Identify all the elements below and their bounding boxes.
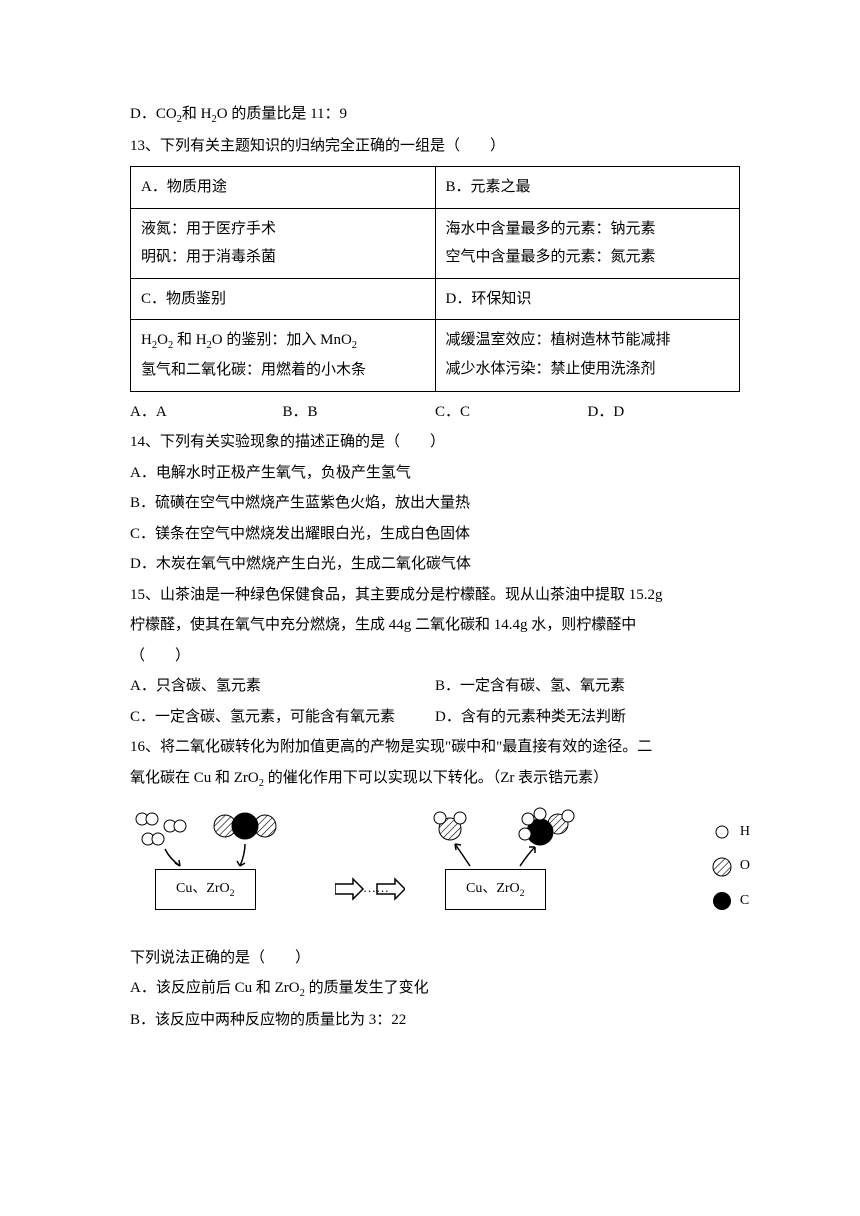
cell-b-body-1: 海水中含量最多的元素：钠元素 bbox=[446, 215, 730, 244]
q13-options: A．A B．B C．C D．D bbox=[130, 398, 740, 427]
catalyst-box-left: Cu、ZrO2 bbox=[155, 869, 256, 910]
cell-a-body-1: 液氮：用于医疗手术 bbox=[141, 215, 425, 244]
cell-d-body-2: 减少水体污染：禁止使用洗涤剂 bbox=[446, 355, 730, 384]
q16-stem-2: 氧化碳在 Cu 和 ZrO2 的催化作用下可以实现以下转化。（Zr 表示锆元素） bbox=[130, 764, 740, 794]
q15-stem-3: （ ） bbox=[130, 642, 740, 671]
q15-a: A．只含碳、氢元素 bbox=[130, 672, 435, 701]
q16-b: B．该反应中两种反应物的质量比为 3：22 bbox=[130, 1006, 740, 1035]
q13-opt-d: D．D bbox=[588, 398, 741, 427]
q13-stem: 13、下列有关主题知识的归纳完全正确的一组是（ ） bbox=[130, 132, 740, 161]
q13-table: A．物质用途 B．元素之最 液氮：用于医疗手术 明矾：用于消毒杀菌 海水中含量最… bbox=[130, 166, 740, 391]
q12-option-d: D．CO2和 H2O 的质量比是 11：9 bbox=[130, 100, 740, 130]
cell-c-body-1: H2O2 和 H2O 的鉴别：加入 MnO2 bbox=[141, 326, 425, 356]
arrow-dots: …… bbox=[363, 876, 389, 901]
legend-o-label: O bbox=[740, 853, 750, 880]
cell-c-body-2: 氢气和二氧化碳：用燃着的小木条 bbox=[141, 356, 425, 385]
q16-stem-1: 16、将二氧化碳转化为附加值更高的产物是实现"碳中和"最直接有效的途径。二 bbox=[130, 733, 740, 762]
cell-d-body-1: 减缓温室效应：植树造林节能减排 bbox=[446, 326, 730, 355]
q14-c: C．镁条在空气中燃烧发出耀眼白光，生成白色固体 bbox=[130, 520, 740, 549]
q14-a: A．电解水时正极产生氧气，负极产生氢气 bbox=[130, 459, 740, 488]
q13-opt-c: C．C bbox=[435, 398, 588, 427]
cell-b-body: 海水中含量最多的元素：钠元素 空气中含量最多的元素：氮元素 bbox=[435, 208, 740, 278]
q15-c: C．一定含碳、氢元素，可能含有氧元素 bbox=[130, 703, 435, 732]
q13-opt-a: A．A bbox=[130, 398, 283, 427]
cell-a-head: A．物质用途 bbox=[131, 167, 436, 209]
q15-stem-2: 柠檬醛，使其在氧气中充分燃烧，生成 44g 二氧化碳和 14.4g 水，则柠檬醛… bbox=[130, 611, 740, 640]
q15-b: B．一定含有碳、氢、氧元素 bbox=[435, 672, 740, 701]
q13-opt-b: B．B bbox=[283, 398, 436, 427]
cell-a-body: 液氮：用于医疗手术 明矾：用于消毒杀菌 bbox=[131, 208, 436, 278]
q15-stem-1: 15、山茶油是一种绿色保健食品，其主要成分是柠檬醛。现从山茶油中提取 15.2g bbox=[130, 581, 740, 610]
q14-stem: 14、下列有关实验现象的描述正确的是（ ） bbox=[130, 428, 740, 457]
q16-a: A．该反应前后 Cu 和 ZrO2 的质量发生了变化 bbox=[130, 974, 740, 1004]
cell-d-head: D．环保知识 bbox=[435, 278, 740, 320]
catalyst-box-right: Cu、ZrO2 bbox=[445, 869, 546, 910]
legend-c-icon bbox=[712, 891, 732, 911]
cell-b-head: B．元素之最 bbox=[435, 167, 740, 209]
q15-d: D．含有的元素种类无法判断 bbox=[435, 703, 740, 732]
legend-c-label: C bbox=[740, 888, 749, 915]
product-molecules-icon bbox=[420, 804, 620, 874]
cell-c-head: C．物质鉴别 bbox=[131, 278, 436, 320]
legend-h-label: H bbox=[740, 819, 750, 846]
q16-diagram: Cu、ZrO2 …… Cu、ZrO2 bbox=[130, 804, 740, 934]
q15-row1: A．只含碳、氢元素 B．一定含有碳、氢、氧元素 bbox=[130, 672, 740, 701]
cell-c-body: H2O2 和 H2O 的鉴别：加入 MnO2 氢气和二氧化碳：用燃着的小木条 bbox=[131, 320, 436, 391]
reactant-molecules-icon bbox=[130, 804, 330, 874]
legend: H O C bbox=[712, 819, 750, 923]
cell-a-body-2: 明矾：用于消毒杀菌 bbox=[141, 243, 425, 272]
q14-d: D．木炭在氧气中燃烧产生白光，生成二氧化碳气体 bbox=[130, 550, 740, 579]
q15-row2: C．一定含碳、氢元素，可能含有氧元素 D．含有的元素种类无法判断 bbox=[130, 703, 740, 732]
cell-b-body-2: 空气中含量最多的元素：氮元素 bbox=[446, 243, 730, 272]
legend-o-icon bbox=[712, 857, 732, 877]
cell-d-body: 减缓温室效应：植树造林节能减排 减少水体污染：禁止使用洗涤剂 bbox=[435, 320, 740, 391]
q16-after: 下列说法正确的是（ ） bbox=[130, 944, 740, 973]
q14-b: B．硫磺在空气中燃烧产生蓝紫色火焰，放出大量热 bbox=[130, 489, 740, 518]
legend-h-icon bbox=[712, 822, 732, 842]
